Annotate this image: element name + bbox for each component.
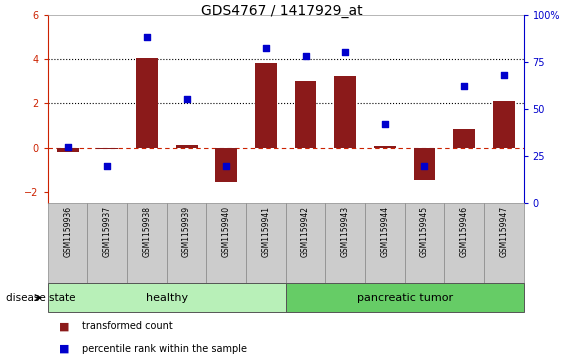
Text: GSM1159945: GSM1159945: [420, 206, 429, 257]
Text: GSM1159946: GSM1159946: [459, 206, 468, 257]
Bar: [136, 58, 158, 148]
Bar: [246, 203, 285, 283]
Bar: [484, 203, 524, 283]
Bar: [334, 76, 356, 148]
Bar: [87, 203, 127, 283]
Point: [301, 53, 310, 59]
Bar: [405, 203, 444, 283]
Bar: [48, 203, 87, 283]
Bar: [325, 203, 365, 283]
Bar: [216, 148, 237, 182]
Bar: [96, 148, 118, 149]
Bar: [453, 129, 475, 148]
Text: GSM1159937: GSM1159937: [103, 206, 112, 257]
Text: ■: ■: [59, 344, 70, 354]
Point: [182, 97, 191, 102]
Bar: [167, 203, 207, 283]
Point: [222, 163, 231, 168]
Bar: [444, 203, 484, 283]
Text: GSM1159944: GSM1159944: [381, 206, 390, 257]
Text: GSM1159942: GSM1159942: [301, 206, 310, 257]
Text: GSM1159943: GSM1159943: [341, 206, 350, 257]
Text: ■: ■: [59, 321, 70, 331]
Point: [499, 72, 508, 78]
Bar: [176, 145, 198, 148]
Bar: [294, 81, 316, 148]
Text: GSM1159936: GSM1159936: [63, 206, 72, 257]
Point: [341, 49, 350, 55]
Bar: [285, 203, 325, 283]
Bar: [414, 148, 435, 180]
Bar: [285, 283, 524, 312]
Point: [103, 163, 112, 168]
Bar: [127, 203, 167, 283]
Text: GSM1159938: GSM1159938: [142, 206, 151, 257]
Bar: [493, 101, 515, 148]
Text: GSM1159940: GSM1159940: [222, 206, 231, 257]
Point: [420, 163, 429, 168]
Text: disease state: disease state: [6, 293, 75, 303]
Text: healthy: healthy: [146, 293, 188, 303]
Text: transformed count: transformed count: [82, 321, 172, 331]
Point: [381, 121, 390, 127]
Bar: [207, 203, 246, 283]
Point: [261, 46, 270, 52]
Bar: [48, 283, 285, 312]
Bar: [255, 63, 277, 148]
Text: pancreatic tumor: pancreatic tumor: [356, 293, 453, 303]
Bar: [374, 146, 396, 148]
Point: [63, 144, 72, 150]
Bar: [57, 148, 79, 152]
Text: percentile rank within the sample: percentile rank within the sample: [82, 344, 247, 354]
Bar: [365, 203, 405, 283]
Point: [459, 83, 468, 89]
Text: GDS4767 / 1417929_at: GDS4767 / 1417929_at: [200, 4, 363, 18]
Text: GSM1159941: GSM1159941: [261, 206, 270, 257]
Text: GSM1159939: GSM1159939: [182, 206, 191, 257]
Point: [142, 34, 151, 40]
Text: GSM1159947: GSM1159947: [499, 206, 508, 257]
